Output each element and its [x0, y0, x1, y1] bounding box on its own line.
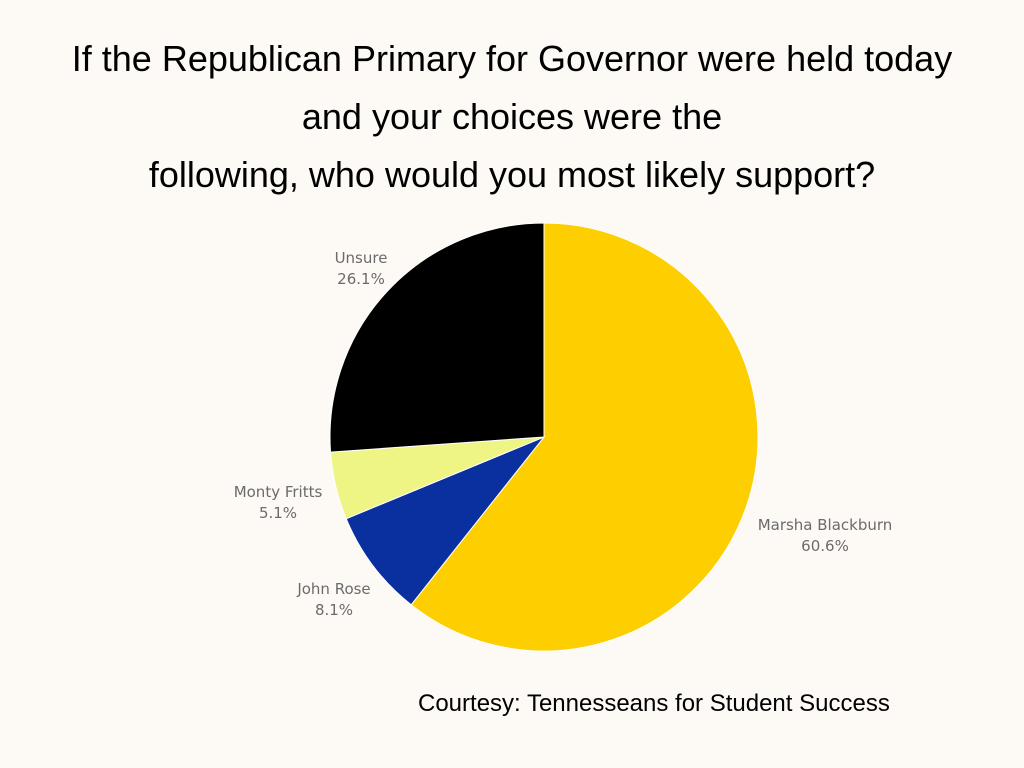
- pie-slice-marsha-blackburn: [410, 222, 759, 652]
- slice-label-monty-fritts: Monty Fritts: [234, 483, 323, 501]
- chart-title-line-3: following, who would you most likely sup…: [148, 154, 876, 195]
- credit-text: Courtesy: Tennesseans for Student Succes…: [418, 690, 890, 717]
- slice-label-marsha-blackburn: Marsha Blackburn: [758, 516, 893, 534]
- pie-slice-unsure: [329, 222, 545, 453]
- chart-title: If the Republican Primary for Governor w…: [0, 30, 1024, 204]
- slice-value-john-rose: 8.1%: [315, 601, 353, 619]
- slice-value-monty-fritts: 5.1%: [259, 504, 297, 522]
- chart-title-line-1: If the Republican Primary for Governor w…: [71, 38, 953, 79]
- pie-slice-john-rose: [345, 435, 546, 606]
- slice-label-john-rose: John Rose: [296, 580, 370, 598]
- slice-value-unsure: 26.1%: [337, 270, 385, 288]
- chart-title-line-2: and your choices were the: [301, 96, 723, 137]
- slice-value-marsha-blackburn: 60.6%: [801, 537, 849, 555]
- slice-label-unsure: Unsure: [335, 249, 388, 267]
